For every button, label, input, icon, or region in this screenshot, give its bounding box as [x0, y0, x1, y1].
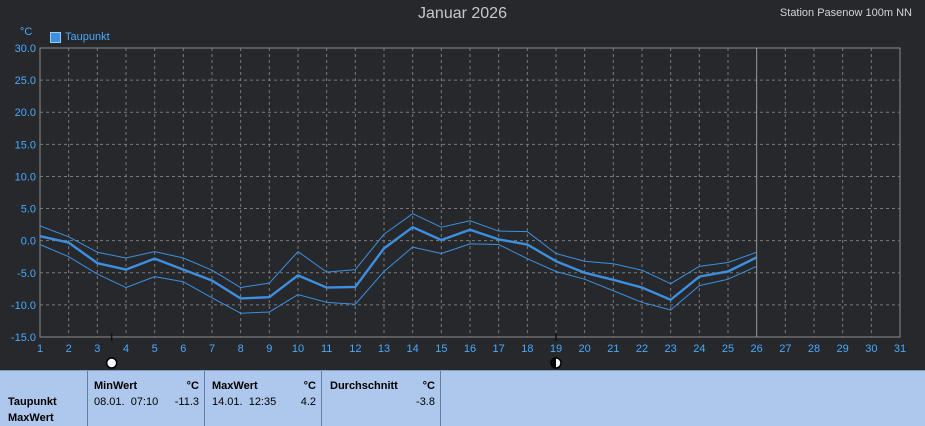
y-tick-label: 25.0 [15, 75, 36, 87]
x-tick-label: 12 [349, 343, 361, 355]
x-tick-label: 25 [722, 343, 734, 355]
x-tick-label: 15 [435, 343, 447, 355]
x-tick-label: 21 [607, 343, 619, 355]
x-tick-label: 6 [180, 343, 186, 355]
x-tick-label: 29 [837, 343, 849, 355]
x-tick-label: 22 [636, 343, 648, 355]
stats-min-cell: MinWert °C 08.01. 07:10 -11.3 [88, 371, 205, 426]
stats-panel: Taupunkt MaxWert MinWert °C 08.01. 07:10… [0, 370, 925, 426]
x-tick-label: 30 [865, 343, 877, 355]
y-tick-label: 10.0 [15, 171, 36, 183]
stats-type-label: MaxWert [8, 412, 54, 424]
y-tick-label: -15.0 [11, 332, 36, 344]
stats-avg-header: Durchschnitt [330, 380, 398, 392]
stats-max-value: 4.2 [300, 396, 316, 408]
x-tick-label: 4 [123, 343, 129, 355]
stats-avg-value: -3.8 [416, 396, 435, 408]
stats-label-cell: Taupunkt MaxWert [0, 371, 88, 426]
legend-swatch [50, 31, 61, 43]
x-tick-label: 20 [579, 343, 591, 355]
x-tick-label: 14 [407, 343, 419, 355]
chart-plot: 30.0 25.0 20.0 15.0 10.0 5.0 0.0 -5.0 -10.0 -15.0… [11, 43, 906, 369]
x-tick-label: 28 [808, 343, 820, 355]
series-line-mean [39, 225, 758, 301]
stats-series-label: Taupunkt [8, 396, 57, 408]
x-tick-label: 8 [238, 343, 244, 355]
x-tick-label: 1 [37, 343, 43, 355]
chart-title: Januar 2026 [418, 5, 507, 22]
y-tick-label: 0.0 [21, 236, 36, 248]
y-tick-label: 15.0 [15, 139, 36, 151]
y-tick-label: 20.0 [15, 107, 36, 119]
full-moon-icon [105, 357, 118, 369]
stats-min-datetime: 08.01. 07:10 [94, 396, 159, 408]
x-tick-label: 11 [321, 343, 332, 355]
stats-avg-cell: Durchschnitt °C -3.8 [322, 371, 441, 426]
x-tick-label: 10 [292, 343, 304, 355]
x-tick-label: 13 [378, 343, 390, 355]
x-tick-label: 31 [894, 343, 906, 355]
x-tick-label: 23 [665, 343, 677, 355]
x-tick-label: 26 [751, 343, 763, 355]
x-tick-label: 27 [779, 343, 791, 355]
x-tick-label: 7 [209, 343, 215, 355]
y-tick-label: -5.0 [17, 268, 36, 280]
stats-min-value: -11.3 [174, 396, 199, 408]
stats-max-datetime: 14.01. 12:35 [212, 396, 277, 408]
stats-max-header: MaxWert [212, 380, 258, 392]
stats-max-cell: MaxWert °C 14.01. 12:35 4.2 [205, 371, 322, 426]
y-tick-label: -10.0 [11, 300, 36, 312]
x-tick-label: 2 [66, 343, 72, 355]
x-tick-label: 5 [152, 343, 158, 355]
series-line-min [39, 243, 757, 314]
station-label: Station Pasenow 100m NN [779, 7, 912, 19]
x-tick-label: 19 [550, 343, 562, 355]
series-line-max [39, 213, 757, 289]
x-tick-label: 24 [693, 343, 705, 355]
stats-min-header: MinWert [94, 380, 138, 392]
x-tick-label: 9 [266, 343, 272, 355]
stats-avg-unit: °C [422, 380, 435, 392]
stats-min-unit: °C [186, 380, 199, 392]
legend-label: Taupunkt [65, 31, 110, 43]
y-axis-unit: °C [20, 26, 33, 38]
x-tick-label: 16 [464, 343, 476, 355]
stats-max-unit: °C [303, 380, 316, 392]
x-tick-label: 3 [94, 343, 100, 355]
y-tick-label: 30.0 [15, 43, 36, 55]
x-tick-label: 17 [493, 343, 505, 355]
y-tick-label: 5.0 [21, 204, 36, 216]
x-tick-label: 18 [521, 343, 533, 355]
legend[interactable]: Taupunkt [50, 31, 110, 43]
new-moon-icon [550, 357, 562, 369]
